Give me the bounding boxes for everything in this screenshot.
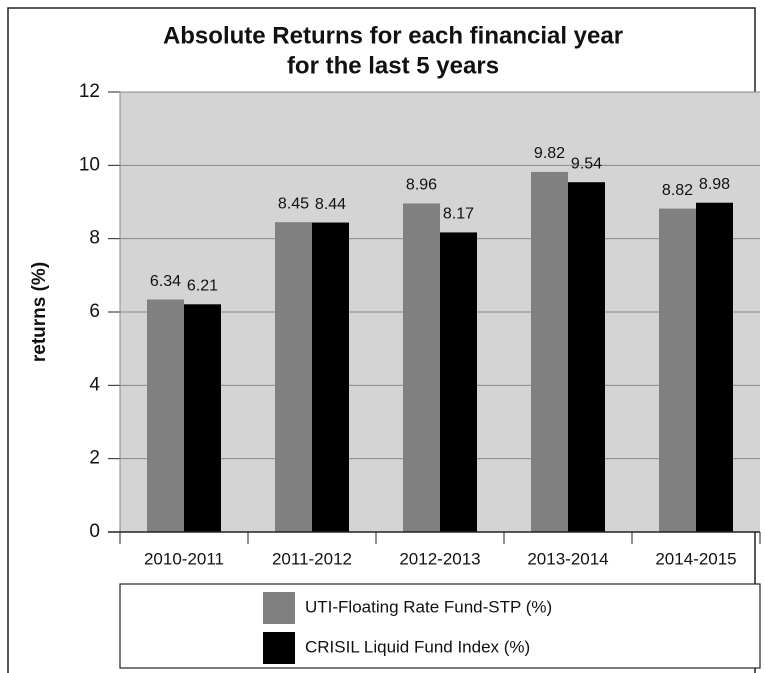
y-tick-label: 4 bbox=[89, 374, 100, 395]
legend-box bbox=[119, 583, 761, 669]
chart-title: for the last 5 years bbox=[287, 52, 499, 79]
x-tick-label: 2011-2012 bbox=[272, 549, 352, 568]
y-tick-label: 2 bbox=[89, 448, 100, 469]
y-tick-label: 10 bbox=[79, 154, 100, 175]
bar bbox=[403, 203, 440, 532]
y-axis-label: returns (%) bbox=[29, 262, 50, 362]
chart-title: Absolute Returns for each financial year bbox=[163, 22, 623, 49]
bar bbox=[696, 202, 733, 532]
value-label: 8.44 bbox=[315, 196, 346, 213]
bar bbox=[659, 208, 696, 532]
legend-label: CRISIL Liquid Fund Index (%) bbox=[305, 637, 530, 656]
bar bbox=[312, 222, 349, 533]
value-label: 8.45 bbox=[278, 195, 309, 212]
y-tick-label: 0 bbox=[89, 521, 100, 542]
y-tick-label: 12 bbox=[79, 81, 100, 102]
value-label: 8.82 bbox=[662, 182, 693, 199]
bar bbox=[147, 299, 184, 532]
legend-label: UTI-Floating Rate Fund-STP (%) bbox=[305, 597, 552, 616]
x-tick-label: 2010-2011 bbox=[144, 549, 224, 568]
x-tick-label: 2012-2013 bbox=[399, 549, 480, 568]
legend-swatch bbox=[263, 632, 295, 664]
value-label: 8.98 bbox=[699, 176, 730, 193]
x-tick-label: 2014-2015 bbox=[655, 549, 736, 568]
y-tick-label: 6 bbox=[89, 301, 100, 322]
bar bbox=[275, 222, 312, 532]
value-label: 8.96 bbox=[406, 177, 437, 194]
value-label: 6.34 bbox=[150, 273, 181, 290]
legend-swatch bbox=[263, 592, 295, 624]
x-tick-label: 2013-2014 bbox=[527, 549, 608, 568]
value-label: 9.82 bbox=[534, 145, 565, 162]
value-label: 8.17 bbox=[443, 206, 474, 223]
y-tick-label: 8 bbox=[89, 228, 100, 249]
bar bbox=[184, 304, 221, 532]
bar bbox=[568, 182, 605, 532]
value-label: 9.54 bbox=[571, 155, 602, 172]
bar bbox=[531, 171, 568, 532]
bar bbox=[440, 232, 477, 532]
value-label: 6.21 bbox=[187, 278, 218, 295]
